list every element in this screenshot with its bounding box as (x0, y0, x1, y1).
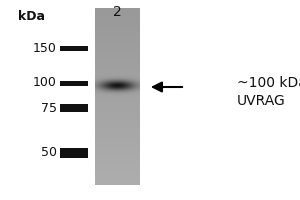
Text: UVRAG: UVRAG (237, 94, 286, 108)
Bar (60, 104, 88, 112)
Text: ~100 kDa: ~100 kDa (237, 76, 300, 90)
Bar (60, 80, 88, 86)
Text: kDa: kDa (18, 10, 45, 23)
Bar (60, 46, 88, 50)
Text: 50: 50 (41, 146, 57, 160)
Text: 75: 75 (41, 102, 57, 114)
Text: 150: 150 (33, 42, 57, 54)
Text: 100: 100 (33, 76, 57, 90)
Text: 2: 2 (112, 5, 122, 19)
Bar (60, 148, 88, 158)
